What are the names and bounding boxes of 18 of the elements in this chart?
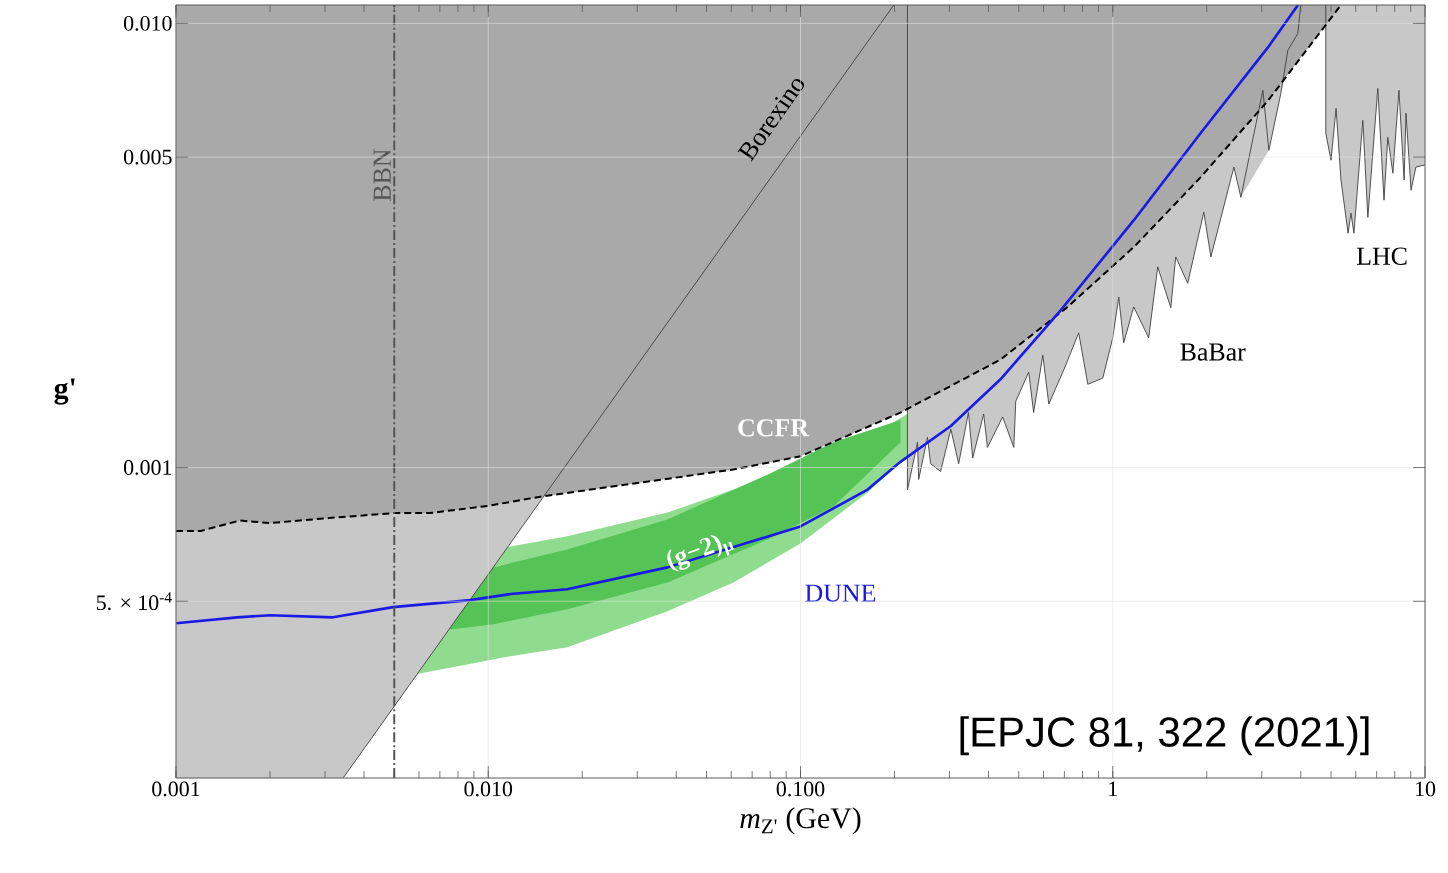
y-tick-label: 0.001: [123, 460, 172, 475]
annotation: DUNE: [805, 584, 876, 602]
y-axis-title: g': [54, 378, 75, 405]
y-tick-label: 0.010: [123, 15, 172, 31]
x-tick-label: 0.010: [464, 781, 513, 797]
x-axis-title: m$_{Z'}$ (GeV): [740, 807, 861, 835]
x-tick-label: 1: [1109, 781, 1117, 797]
ref-line-label: BBN: [373, 149, 391, 201]
y-tick-label: 0.005: [123, 149, 172, 165]
x-tick-label: 10: [1415, 781, 1436, 797]
annotation: CCFR: [738, 419, 810, 437]
annotation: BaBar: [1180, 343, 1246, 361]
x-tick-label: 0.100: [776, 781, 825, 797]
annotation: [EPJC 81, 322 (2021)]: [960, 716, 1369, 756]
annotation: LHC: [1356, 247, 1407, 265]
annotation: (g−2)$_{μ}$: [667, 534, 735, 572]
x-tick-label: 0.001: [152, 781, 200, 797]
y-tick-label: 5. × 10$^{-4}$: [96, 592, 172, 611]
